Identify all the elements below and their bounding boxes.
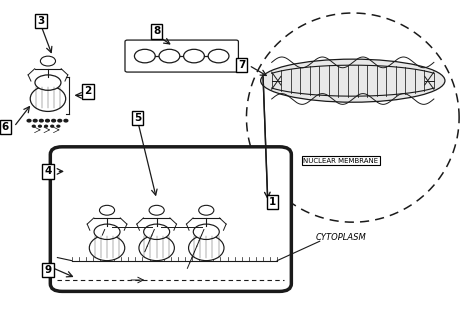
Circle shape: [27, 120, 31, 122]
Ellipse shape: [94, 224, 120, 239]
Ellipse shape: [189, 235, 224, 260]
Text: 7: 7: [238, 60, 246, 70]
Circle shape: [100, 205, 115, 215]
Circle shape: [38, 125, 41, 127]
Ellipse shape: [89, 235, 125, 260]
Circle shape: [52, 120, 55, 122]
Text: 6: 6: [2, 122, 9, 132]
Text: 5: 5: [134, 112, 141, 123]
Circle shape: [40, 56, 55, 66]
Text: 9: 9: [45, 265, 52, 275]
Circle shape: [159, 49, 180, 63]
Circle shape: [64, 120, 68, 122]
Circle shape: [183, 49, 204, 63]
Text: NUCLEAR MEMBRANE: NUCLEAR MEMBRANE: [303, 158, 379, 164]
Text: 2: 2: [84, 87, 92, 96]
Text: 1: 1: [269, 197, 276, 207]
Circle shape: [199, 205, 214, 215]
Ellipse shape: [193, 224, 219, 239]
FancyBboxPatch shape: [50, 147, 292, 291]
FancyBboxPatch shape: [125, 40, 238, 72]
Ellipse shape: [144, 224, 170, 239]
Text: CYTOPLASM: CYTOPLASM: [316, 233, 366, 242]
Circle shape: [149, 205, 164, 215]
Circle shape: [57, 125, 60, 127]
Circle shape: [46, 120, 49, 122]
Circle shape: [39, 120, 43, 122]
Circle shape: [135, 49, 155, 63]
Text: 3: 3: [37, 16, 45, 26]
Ellipse shape: [30, 86, 66, 112]
Circle shape: [45, 125, 47, 127]
Circle shape: [208, 49, 229, 63]
Ellipse shape: [261, 59, 445, 102]
Circle shape: [33, 120, 37, 122]
Ellipse shape: [35, 75, 61, 90]
Circle shape: [58, 120, 62, 122]
Text: 4: 4: [44, 167, 52, 176]
Ellipse shape: [139, 235, 174, 260]
Circle shape: [32, 125, 35, 127]
Circle shape: [51, 125, 54, 127]
Text: 8: 8: [153, 27, 160, 36]
